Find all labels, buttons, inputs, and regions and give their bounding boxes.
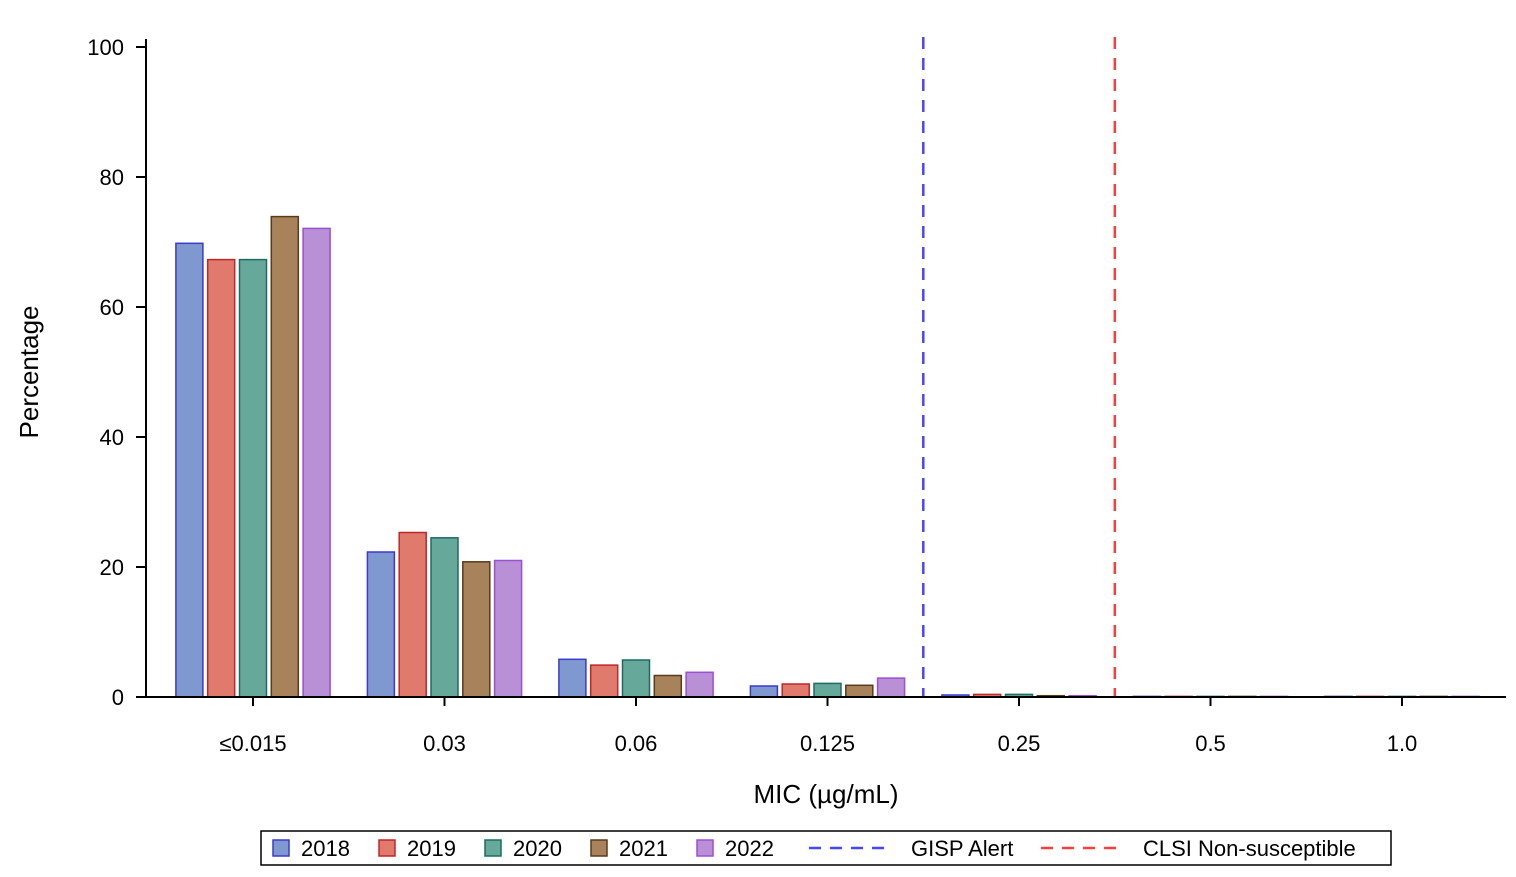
bar-2019-0 xyxy=(206,258,236,698)
x-tick-label: 0.06 xyxy=(615,731,658,756)
y-ticks: 0 20 40 60 80 100 xyxy=(87,35,146,710)
bar-2021-1 xyxy=(462,561,491,698)
bar-2019-2 xyxy=(589,664,619,698)
bar-2022-1 xyxy=(493,559,523,698)
bar-2018-3 xyxy=(749,685,779,698)
bar-2018-0 xyxy=(175,242,204,698)
legend-swatch-2018 xyxy=(272,839,290,857)
legend-swatch-2021 xyxy=(590,839,608,857)
bar-2022-3 xyxy=(876,677,906,698)
y-tick-label: 100 xyxy=(87,35,124,60)
legend-label-2022: 2022 xyxy=(725,836,774,861)
bar-2019-3 xyxy=(781,683,810,698)
legend-box xyxy=(260,830,1392,866)
y-axis-title: Percentage xyxy=(14,306,44,439)
bar-2020-3 xyxy=(813,682,842,698)
bar-2022-2 xyxy=(685,671,714,698)
legend-swatch-2022 xyxy=(696,839,714,857)
bar-2021-0 xyxy=(270,215,300,698)
x-tick-label: 0.5 xyxy=(1195,731,1226,756)
bar-2021-2 xyxy=(653,674,683,698)
bar-2021-3 xyxy=(845,684,874,698)
bar-2022-0 xyxy=(302,227,331,698)
legend-label-2019: 2019 xyxy=(407,836,456,861)
legend-label-2018: 2018 xyxy=(301,836,350,861)
axes-layer xyxy=(145,39,1506,698)
y-tick-label: 60 xyxy=(100,295,124,320)
legend-swatch-2019 xyxy=(378,839,396,857)
bar-2019-1 xyxy=(398,531,427,698)
bar-2020-2 xyxy=(621,659,651,698)
bar-2018-1 xyxy=(366,551,396,698)
bars-layer xyxy=(175,215,1480,698)
y-tick-label: 40 xyxy=(100,425,124,450)
x-tick-label: 1.0 xyxy=(1387,731,1418,756)
x-ticks: ≤0.015 0.03 0.06 0.125 0.25 0.5 1.0 xyxy=(219,697,1417,756)
x-tick-label: ≤0.015 xyxy=(219,731,286,756)
x-axis-title: MIC (µg/mL) xyxy=(754,779,899,809)
y-tick-label: 80 xyxy=(100,165,124,190)
legend-swatch-2020 xyxy=(484,839,502,857)
legend: 2018 2019 2020 2021 2022 GISP Alert CLSI Non-s… xyxy=(260,830,1392,866)
bar-2020-1 xyxy=(430,537,459,698)
y-tick-label: 20 xyxy=(100,555,124,580)
bar-2020-0 xyxy=(238,258,268,698)
legend-label-2020: 2020 xyxy=(513,836,562,861)
reference-lines-layer xyxy=(922,37,1117,697)
x-tick-label: 0.25 xyxy=(998,731,1041,756)
x-tick-label: 0.03 xyxy=(423,731,466,756)
bar-2018-2 xyxy=(558,658,587,698)
x-tick-label: 0.125 xyxy=(800,731,855,756)
legend-label-2021: 2021 xyxy=(619,836,668,861)
y-tick-label: 0 xyxy=(112,685,124,710)
legend-label-ref-0: GISP Alert xyxy=(911,836,1013,861)
legend-label-ref-1: CLSI Non-susceptible xyxy=(1143,836,1356,861)
